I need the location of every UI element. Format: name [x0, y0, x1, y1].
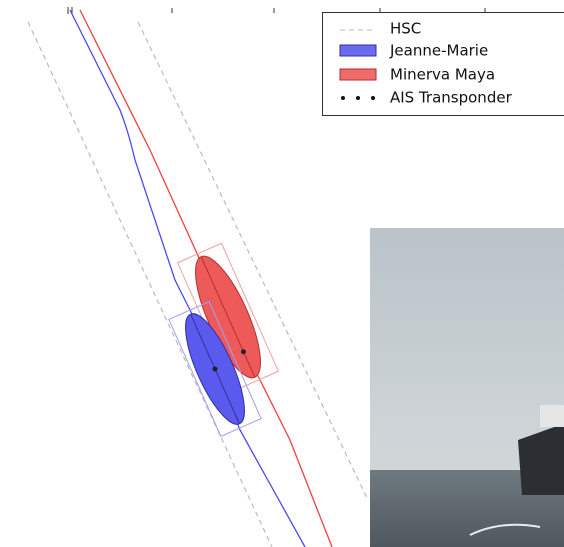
hsc-boundaries	[27, 21, 369, 547]
legend-swatch	[341, 96, 375, 100]
legend-label: Minerva Maya	[390, 66, 495, 84]
top-ticks	[67, 7, 486, 14]
legend-swatch	[339, 44, 377, 57]
minerva-maya-ship	[176, 242, 280, 392]
ship-photo	[370, 228, 564, 547]
jeanne-marie-track	[69, 9, 306, 547]
legend-label: Jeanne-Marie	[389, 42, 488, 60]
jeanne-marie-ship	[168, 300, 262, 438]
legend-swatch	[339, 68, 377, 81]
legend: HSC Jeanne-Marie Minerva Maya AIS Transp…	[322, 12, 564, 116]
legend-label: HSC	[390, 20, 421, 38]
legend-label: AIS Transponder	[390, 89, 513, 107]
